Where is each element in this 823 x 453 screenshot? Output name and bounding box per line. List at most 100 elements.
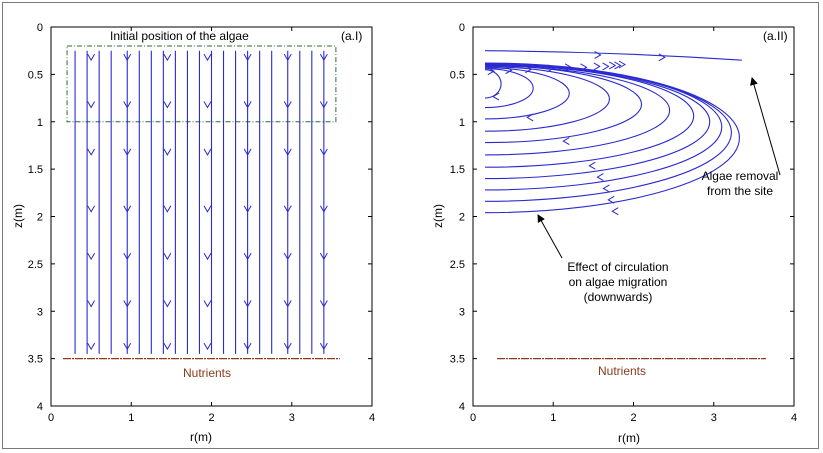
y-tick-label: 2 <box>37 212 43 224</box>
streamline-arrow <box>163 53 172 62</box>
streamline-arrow <box>243 53 252 62</box>
panel-label-right: (a.II) <box>763 29 788 43</box>
streamline-arrow <box>123 53 132 62</box>
streamline-arrow <box>123 101 132 109</box>
streamline-arrow <box>163 252 172 261</box>
region-label: Initial position of the algae <box>110 29 249 43</box>
y-tick-label: 0 <box>459 22 465 34</box>
streamline-arrow <box>203 53 212 62</box>
x-tick-label: 2 <box>208 412 214 424</box>
streamline-arrow <box>319 205 328 213</box>
streamline-arrow <box>562 137 570 146</box>
streamline-arrow <box>283 300 292 308</box>
streamline-arrow <box>87 252 96 261</box>
figure-frame <box>2 2 819 449</box>
y-tick-label: 2.5 <box>28 259 43 271</box>
y-tick-label: 2 <box>459 212 465 224</box>
streamline-arrow <box>123 205 132 213</box>
x-tick-label: 4 <box>369 412 375 424</box>
streamline-arrow <box>607 195 615 204</box>
arrow-circulation-effect <box>537 214 563 259</box>
x-tick-label: 3 <box>289 412 295 424</box>
y-tick-label: 1 <box>459 117 465 129</box>
arrow-algae-removal <box>750 77 781 176</box>
x-tick-label: 0 <box>48 412 54 424</box>
streamline-loop <box>485 65 671 156</box>
streamline-arrow <box>243 148 252 156</box>
algae-initial-region <box>66 45 337 123</box>
y-tick-label: 1 <box>37 117 43 129</box>
streamline-arrow <box>608 61 617 70</box>
streamline-arrow <box>243 342 252 351</box>
streamline-arrow <box>319 53 328 62</box>
y-tick-label: 0 <box>37 22 43 34</box>
streamline-loop <box>485 64 711 180</box>
streamline-arrow <box>602 62 610 71</box>
y-tick-label: 3.5 <box>450 354 465 366</box>
streamline-arrow <box>203 342 212 351</box>
streamline-arrow <box>87 300 96 308</box>
panel-right: 0 0.5 1 1.5 2 2.5 3 3.5 4 0 1 2 3 4 (a.II) Nutrients… <box>431 22 797 445</box>
y-tick-label: 3 <box>459 306 465 318</box>
panel-left: 0 0.5 1 1.5 2 2.5 3 3.5 4 0 1 2 3 4 Initial position… <box>11 22 375 444</box>
streamline-arrow <box>163 101 172 109</box>
streamline-arrow <box>611 207 619 216</box>
y-tick-label: 0.5 <box>450 69 465 81</box>
y-tick-label: 3 <box>37 306 43 318</box>
streamline-arrow <box>87 148 96 156</box>
streamline-arrow <box>123 300 132 308</box>
panel-label-left: (a.I) <box>341 29 362 43</box>
streamline-arrow <box>283 53 292 62</box>
streamline-arrow <box>505 66 513 75</box>
y-tick-label: 3.5 <box>28 354 43 366</box>
y-axis-label-left: z(m) <box>11 204 25 228</box>
streamline-arrow <box>526 113 534 122</box>
x-tick-label: 0 <box>470 412 476 424</box>
streamline-arrow <box>283 101 292 109</box>
streamline-arrow <box>87 101 96 109</box>
streamline-arrow <box>203 300 212 308</box>
streamline-loop <box>485 68 534 109</box>
streamline-loop <box>485 67 570 120</box>
streamline-arrow <box>283 342 292 351</box>
streamline-top <box>485 50 742 61</box>
streamline-arrow <box>163 300 172 308</box>
streamline-arrow <box>243 300 252 308</box>
streamline-arrow <box>618 60 626 69</box>
y-tick-label: 2.5 <box>450 259 465 271</box>
x-tick-label: 2 <box>630 412 636 424</box>
annotation-circulation-effect: Effect of circulation on algae migration(… <box>567 260 668 304</box>
streamline-arrow <box>319 252 328 261</box>
streamline-arrow <box>87 205 96 213</box>
x-tick-label: 1 <box>550 412 556 424</box>
streamline-arrow <box>243 101 252 109</box>
streamline-arrow <box>283 205 292 213</box>
nutrients-label-right: Nutrients <box>598 364 646 378</box>
streamline-arrow <box>123 252 132 261</box>
streamline-arrow <box>588 161 596 170</box>
x-axis-label-right: r(m) <box>618 431 640 445</box>
y-tick-label: 1.5 <box>28 164 43 176</box>
y-tick-label: 1.5 <box>450 164 465 176</box>
streamline-arrow <box>319 101 328 109</box>
streamline-arrow <box>319 342 328 351</box>
streamline-arrow <box>163 342 172 351</box>
streamline-loop <box>485 66 610 132</box>
streamline-loop <box>485 63 732 202</box>
streamline-arrow <box>203 205 212 213</box>
streamline-arrow <box>123 342 132 351</box>
streamline-arrow <box>319 300 328 308</box>
y-tick-label: 4 <box>37 401 43 413</box>
streamline-arrow <box>243 252 252 261</box>
y-tick-label: 4 <box>459 401 465 413</box>
streamline-arrow <box>614 61 622 70</box>
streamline-arrow <box>203 148 212 156</box>
streamline-arrow <box>203 101 212 109</box>
streamline-arrow <box>243 205 252 213</box>
plot-area-right <box>472 26 795 407</box>
streamline-arrow <box>163 205 172 213</box>
nutrients-label-left: Nutrients <box>183 366 231 380</box>
y-tick-label: 0.5 <box>28 69 43 81</box>
streamline-arrow <box>596 173 604 182</box>
